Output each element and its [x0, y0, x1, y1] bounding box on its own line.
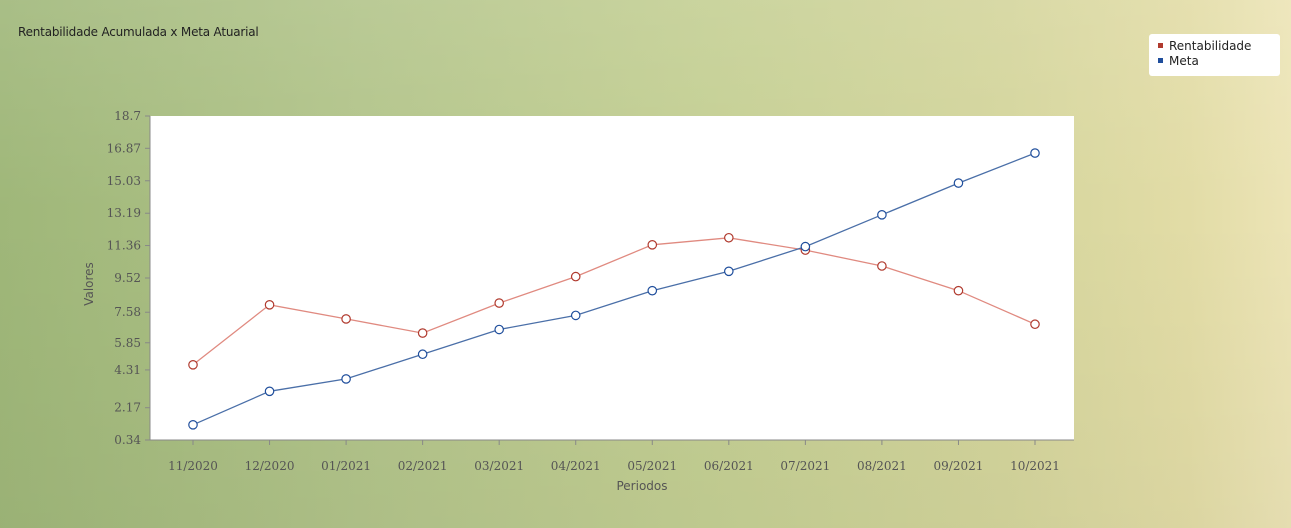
- series-line-rentabilidade: [192, 237, 1036, 366]
- x-tick-label: 03/2021: [474, 459, 524, 473]
- chart-legend: Rentabilidade Meta: [1149, 34, 1280, 76]
- data-point-rentabilidade: [341, 314, 351, 324]
- x-tick-label: 01/2021: [321, 459, 371, 473]
- data-point-meta: [188, 420, 198, 430]
- series-lines: [192, 152, 1036, 426]
- y-tick-label: 18.7: [114, 109, 141, 123]
- chart-title: Rentabilidade Acumulada x Meta Atuarial: [18, 25, 259, 39]
- legend-label-meta: Meta: [1169, 54, 1199, 68]
- data-point-meta: [494, 324, 504, 335]
- data-point-meta: [877, 210, 887, 220]
- y-tick-label: 16.87: [107, 141, 141, 155]
- plot-area: [150, 116, 1074, 440]
- data-point-rentabilidade: [1030, 319, 1040, 330]
- y-tick-label: 11.36: [107, 239, 141, 253]
- data-point-rentabilidade: [264, 300, 275, 310]
- x-axis-ticks: 11/2020 12/2020 01/2021 02/2021 03/2021 04/20…: [168, 440, 1060, 473]
- series-line-meta: [192, 152, 1036, 426]
- y-tick-label: 2.17: [114, 401, 141, 415]
- data-point-meta: [724, 266, 734, 277]
- y-tick-label: 7.58: [114, 305, 141, 319]
- data-point-rentabilidade: [647, 240, 658, 250]
- y-tick-label: 4.31: [114, 363, 141, 377]
- series-points: [188, 148, 1040, 430]
- data-point-rentabilidade: [494, 298, 504, 308]
- legend-label-rentabilidade: Rentabilidade: [1169, 39, 1252, 53]
- y-tick-label: 5.85: [114, 336, 141, 350]
- x-tick-label: 04/2021: [551, 459, 601, 473]
- y-tick-label: 0.34: [114, 433, 141, 447]
- legend-swatch-rentabilidade: [1158, 43, 1163, 48]
- legend-item-rentabilidade: Rentabilidade: [1158, 39, 1251, 54]
- y-tick-label: 9.52: [114, 271, 141, 285]
- x-tick-label: 11/2020: [168, 459, 218, 473]
- y-axis-label: Valores: [82, 262, 96, 306]
- x-tick-label: 09/2021: [934, 459, 984, 473]
- data-point-rentabilidade: [877, 261, 887, 271]
- y-tick-label: 15.03: [107, 174, 141, 188]
- data-point-rentabilidade: [953, 285, 964, 296]
- x-tick-label: 12/2020: [245, 459, 295, 473]
- y-tick-label: 13.19: [107, 206, 141, 220]
- x-tick-label: 05/2021: [627, 459, 677, 473]
- legend-item-meta: Meta: [1158, 54, 1199, 69]
- data-point-rentabilidade: [570, 271, 581, 282]
- data-point-meta: [570, 310, 581, 321]
- data-point-rentabilidade: [188, 360, 198, 370]
- data-point-meta: [264, 386, 275, 397]
- data-point-meta: [953, 178, 964, 188]
- data-point-meta: [417, 349, 428, 360]
- data-point-meta: [341, 374, 351, 384]
- x-tick-label: 02/2021: [398, 459, 448, 473]
- x-tick-label: 06/2021: [704, 459, 754, 473]
- data-point-rentabilidade: [724, 232, 734, 243]
- x-axis-label: Periodos: [616, 479, 667, 493]
- legend-swatch-meta: [1158, 58, 1163, 63]
- data-point-meta: [1030, 148, 1040, 158]
- y-axis-ticks: 0.34 2.17 4.31 5.85 7.58 9.52 11.36 13.19 15.03 1…: [107, 109, 150, 447]
- data-point-meta: [800, 241, 811, 252]
- x-tick-label: 07/2021: [780, 459, 830, 473]
- data-point-meta: [647, 285, 658, 296]
- x-tick-label: 08/2021: [857, 459, 907, 473]
- data-point-rentabilidade: [417, 328, 428, 338]
- x-tick-label: 10/2021: [1010, 459, 1060, 473]
